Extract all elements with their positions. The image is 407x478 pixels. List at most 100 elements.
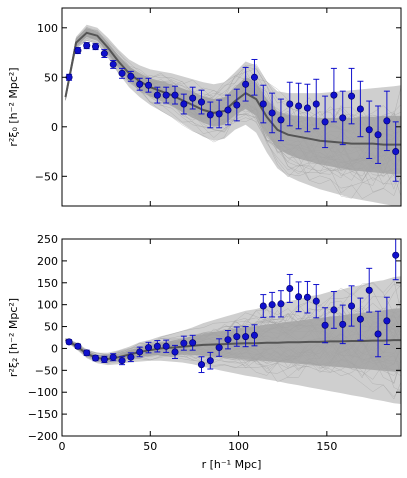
monopole-y-tick-label: 0 bbox=[51, 121, 58, 134]
monopole-data-point bbox=[286, 81, 294, 127]
monopole-data-point bbox=[100, 49, 108, 58]
quadrupole-axes-frame bbox=[61, 238, 402, 437]
quadrupole-data-point bbox=[127, 352, 135, 363]
monopole-point-marker bbox=[171, 91, 179, 99]
quadrupole-point-marker bbox=[312, 297, 320, 305]
quadrupole-data-point bbox=[65, 338, 73, 346]
monopole-point-marker bbox=[109, 60, 117, 68]
quadrupole-data-point bbox=[118, 356, 126, 366]
quadrupole-point-marker bbox=[365, 286, 373, 294]
quadrupole-data-point bbox=[374, 310, 382, 358]
quadrupole-y-tick-label: 250 bbox=[37, 233, 58, 246]
quadrupole-data-point bbox=[295, 281, 303, 313]
monopole-point-marker bbox=[303, 104, 311, 112]
quadrupole-data-point bbox=[259, 294, 267, 318]
monopole-y-tick-label: 100 bbox=[37, 22, 58, 35]
quadrupole-data-point bbox=[339, 304, 347, 345]
monopole-data-point bbox=[339, 90, 347, 146]
monopole-data-point bbox=[312, 78, 320, 130]
quadrupole-y-tick-label: 150 bbox=[37, 277, 58, 290]
monopole-point-marker bbox=[127, 72, 135, 80]
quadrupole-point-marker bbox=[233, 333, 241, 341]
monopole-data-point bbox=[74, 47, 82, 55]
quadrupole-point-marker bbox=[242, 333, 250, 341]
quadrupole-point-marker bbox=[162, 342, 170, 350]
quadrupole-y-tick-label: −100 bbox=[28, 386, 58, 399]
quadrupole-point-marker bbox=[286, 284, 294, 292]
quadrupole-point-marker bbox=[330, 306, 338, 314]
quadrupole-x-tick-label: 150 bbox=[316, 440, 337, 453]
monopole-data-point bbox=[356, 80, 364, 138]
monopole-panel: −50 0 50 100 r²ξ₀ [h⁻² Mpc²] bbox=[7, 7, 402, 207]
quadrupole-point-marker bbox=[224, 336, 232, 344]
quadrupole-y-axis-label: r²ξ₂ [h⁻² Mpc²] bbox=[7, 298, 20, 377]
monopole-point-marker bbox=[74, 47, 82, 55]
monopole-data-point bbox=[83, 42, 91, 50]
quadrupole-data-point bbox=[242, 326, 250, 348]
monopole-data-point bbox=[242, 66, 250, 102]
quadrupole-data-point bbox=[171, 344, 179, 360]
quadrupole-point-marker bbox=[339, 320, 347, 328]
quadrupole-data-point bbox=[83, 349, 91, 357]
monopole-data-point bbox=[224, 94, 232, 126]
monopole-point-marker bbox=[348, 92, 356, 100]
quadrupole-inner-band bbox=[65, 308, 401, 373]
quadrupole-point-marker bbox=[277, 300, 285, 308]
monopole-point-marker bbox=[330, 91, 338, 99]
monopole-point-marker bbox=[233, 101, 241, 109]
monopole-data-point bbox=[118, 67, 126, 79]
quadrupole-point-marker bbox=[136, 348, 144, 356]
monopole-data-point bbox=[233, 88, 241, 122]
quadrupole-point-marker bbox=[392, 251, 400, 259]
quadrupole-x-ticks: 0 50 100 150 bbox=[59, 239, 337, 453]
quadrupole-data-point bbox=[162, 339, 170, 353]
quadrupole-point-marker bbox=[303, 293, 311, 301]
monopole-point-marker bbox=[180, 100, 188, 108]
monopole-point-marker bbox=[215, 110, 223, 118]
monopole-mean-model-line bbox=[64, 31, 401, 146]
monopole-point-marker bbox=[92, 43, 100, 51]
quadrupole-point-marker bbox=[356, 315, 364, 323]
monopole-point-marker bbox=[259, 100, 267, 108]
quadrupole-data-point bbox=[109, 353, 117, 362]
quadrupole-data-point bbox=[233, 326, 241, 347]
monopole-data-point bbox=[92, 43, 100, 51]
quadrupole-point-marker bbox=[197, 361, 205, 369]
monopole-axes-frame bbox=[61, 7, 402, 207]
monopole-data-point bbox=[215, 99, 223, 129]
quadrupole-point-marker bbox=[206, 357, 214, 365]
monopole-x-ticks bbox=[61, 8, 328, 206]
quadrupole-point-marker bbox=[127, 353, 135, 361]
monopole-data-point bbox=[348, 67, 356, 125]
monopole-y-tick-label: −50 bbox=[35, 170, 58, 183]
quadrupole-x-tick-label: 0 bbox=[59, 440, 66, 453]
monopole-data-point bbox=[374, 105, 382, 164]
quadrupole-data-point bbox=[224, 329, 232, 350]
monopole-data-point bbox=[136, 77, 144, 91]
quadrupole-data-point bbox=[286, 273, 294, 303]
quadrupole-data-point bbox=[312, 284, 320, 319]
monopole-y-axis-label: r²ξ₀ [h⁻² Mpc²] bbox=[7, 67, 20, 146]
quadrupole-x-axis-label: r [h⁻¹ Mpc] bbox=[202, 458, 262, 471]
quadrupole-point-marker bbox=[171, 348, 179, 356]
monopole-data-point bbox=[65, 73, 73, 81]
quadrupole-point-marker bbox=[259, 302, 267, 310]
quadrupole-data-point bbox=[180, 335, 188, 351]
monopole-y-ticks: −50 0 50 100 bbox=[35, 22, 401, 183]
monopole-data-point bbox=[153, 86, 161, 104]
quadrupole-point-marker bbox=[250, 331, 258, 339]
monopole-data-point bbox=[145, 77, 153, 93]
quadrupole-point-marker bbox=[321, 321, 329, 329]
quadrupole-y-tick-label: 0 bbox=[51, 342, 58, 355]
monopole-data-point bbox=[206, 101, 214, 129]
monopole-data-point bbox=[383, 90, 391, 152]
quadrupole-y-tick-label: 50 bbox=[44, 321, 58, 334]
monopole-point-marker bbox=[286, 100, 294, 108]
monopole-point-marker bbox=[339, 114, 347, 122]
quadrupole-data-point bbox=[92, 354, 100, 362]
quadrupole-plot-area bbox=[65, 239, 401, 404]
monopole-data-point bbox=[250, 58, 258, 96]
monopole-data-point bbox=[330, 67, 338, 123]
monopole-point-marker bbox=[250, 73, 258, 81]
quadrupole-point-marker bbox=[83, 349, 91, 357]
